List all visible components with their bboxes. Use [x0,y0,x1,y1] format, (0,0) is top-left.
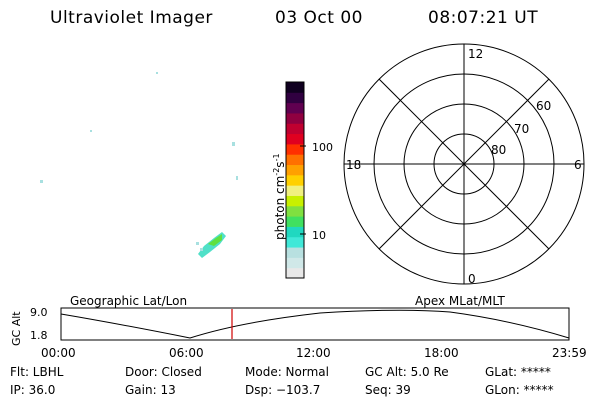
mlt-label-18: 18 [346,158,361,172]
colorbar-segment [286,185,304,196]
timeline-y-max: 9.0 [30,306,48,319]
orbit-altitude-curve [60,309,570,339]
colorbar-segment [286,164,304,176]
timeline-right-title: Apex MLat/MLT [415,294,505,308]
colorbar-segment [286,267,304,279]
image-speckle [232,142,235,146]
colorbar-segment [286,143,304,155]
aurora-emission [196,232,226,258]
date-label: 03 Oct 00 [275,8,363,28]
door-info: Door: Closed [125,365,202,379]
colorbar-tick-100: 100 [312,141,333,154]
timeline-frame [60,307,570,341]
time-label: 08:07:21 UT [428,8,539,28]
colorbar-segment [286,92,304,104]
colorbar-segment [286,236,304,248]
mode-info: Mode: Normal [245,365,329,379]
seq-info: Seq: 39 [365,383,411,397]
colorbar-segment [286,123,304,135]
polar-plot: 12 18 6 0 60 70 80 [343,43,585,286]
dsp-info: Dsp: −103.7 [245,383,321,397]
polar-diagonal [378,78,550,250]
timeline-x-tick: 23:59 [552,346,587,360]
mlt-label-12: 12 [468,47,483,61]
filter-info: Flt: LBHL [10,365,64,379]
timeline-plot [60,307,570,341]
timeline-x-tick: 00:00 [41,346,76,360]
colorbar-segment [286,133,304,145]
gain-info: Gain: 13 [125,383,176,397]
timeline-y-min: 1.8 [30,329,48,342]
image-speckle [156,72,158,74]
timeline-x-tick: 18:00 [424,346,459,360]
image-speckle [236,176,238,180]
colorbar-segment [286,112,304,124]
mlt-label-0: 0 [468,272,476,286]
colorbar-segment [286,257,304,269]
colorbar-segment [286,82,304,93]
uv-image [40,72,238,258]
colorbar-frame [285,81,305,279]
colorbar-segment [286,195,304,207]
colorbar-segment [286,205,304,217]
colorbar-segment [286,154,304,166]
image-speckle [40,180,43,183]
mlt-label-6: 6 [574,158,582,172]
colorbar-segment [286,247,304,258]
colorbar-segment [286,174,304,186]
colorbar [285,81,306,279]
ip-info: IP: 36.0 [10,383,56,397]
glon-info: GLon: ***** [485,383,554,397]
colorbar-axis-label: photon cm-2s-1 [272,153,287,240]
lat-label-60: 60 [536,99,551,113]
glat-info: GLat: ***** [485,365,551,379]
colorbar-segment [286,226,304,238]
colorbar-segment [286,102,304,114]
colorbar-tick-10: 10 [312,229,326,242]
timeline-x-tick: 12:00 [296,346,331,360]
lat-label-70: 70 [514,122,529,136]
timeline-left-title: Geographic Lat/Lon [70,294,188,308]
timeline-x-tick: 06:00 [169,346,204,360]
instrument-title: Ultraviolet Imager [50,8,213,28]
image-speckle [90,130,92,132]
gc-alt-info: GC Alt: 5.0 Re [365,365,449,379]
colorbar-segment [286,216,304,227]
lat-label-80: 80 [491,143,506,157]
